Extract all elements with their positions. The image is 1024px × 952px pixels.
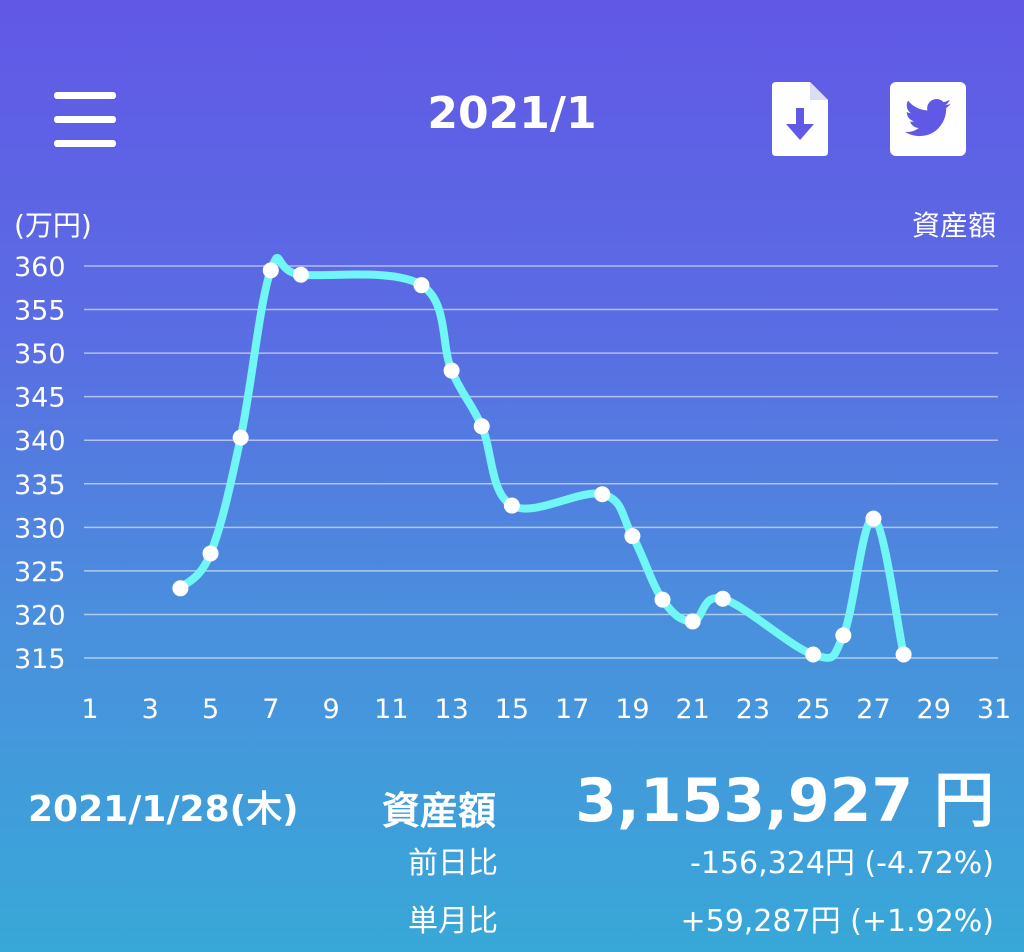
y-tick-label: 335: [14, 470, 66, 501]
y-tick-label: 325: [14, 557, 66, 588]
data-point[interactable]: [443, 362, 460, 379]
twitter-bird-icon: [905, 99, 951, 137]
x-tick-label: 5: [202, 694, 219, 720]
x-tick-label: 21: [675, 694, 709, 720]
data-point[interactable]: [684, 613, 701, 630]
data-point[interactable]: [202, 545, 219, 562]
data-point[interactable]: [865, 510, 882, 527]
y-tick-label: 330: [14, 513, 66, 544]
twitter-share-button[interactable]: [890, 82, 966, 156]
y-tick-label: 315: [14, 644, 66, 675]
data-point[interactable]: [473, 418, 490, 435]
x-tick-label: 15: [495, 694, 529, 720]
data-point[interactable]: [714, 590, 731, 607]
metric-label: 資産額: [382, 789, 497, 833]
data-point[interactable]: [292, 266, 309, 283]
summary-panel: 2021/1/28(木) 資産額 3,153,927 円 前日比 -156,32…: [0, 740, 1024, 952]
data-point[interactable]: [654, 591, 671, 608]
data-point[interactable]: [624, 528, 641, 545]
y-tick-label: 350: [14, 339, 66, 370]
x-tick-label: 1: [81, 694, 98, 720]
data-point[interactable]: [805, 646, 822, 663]
y-tick-label: 340: [14, 426, 66, 457]
day-change-label: 前日比: [408, 846, 498, 881]
x-tick-label: 17: [555, 694, 589, 720]
month-change-value: +59,287円 (+1.92%): [680, 904, 995, 939]
series-line: [176, 253, 908, 662]
x-tick-label: 7: [262, 694, 279, 720]
page-title: 2021/1: [427, 88, 597, 139]
x-tick-label: 31: [977, 694, 1011, 720]
data-point[interactable]: [503, 497, 520, 514]
data-point[interactable]: [835, 627, 852, 644]
x-tick-label: 29: [917, 694, 951, 720]
y-tick-label: 320: [14, 600, 66, 631]
x-tick-label: 19: [615, 694, 649, 720]
day-change-value: -156,324円 (-4.72%): [690, 846, 994, 881]
data-point[interactable]: [172, 580, 189, 597]
x-tick-label: 25: [796, 694, 830, 720]
hamburger-menu-icon[interactable]: [54, 92, 116, 148]
y-tick-label: 360: [14, 252, 66, 283]
y-tick-label: 355: [14, 296, 66, 327]
data-point[interactable]: [895, 646, 912, 663]
data-point[interactable]: [413, 277, 430, 294]
month-change-label: 単月比: [408, 904, 498, 939]
x-tick-label: 9: [322, 694, 339, 720]
series-label: 資産額: [911, 209, 996, 242]
x-tick-label: 3: [142, 694, 159, 720]
header: 2021/1: [0, 0, 1024, 200]
data-point[interactable]: [262, 262, 279, 279]
data-point[interactable]: [594, 486, 611, 503]
y-tick-label: 345: [14, 383, 66, 414]
x-tick-label: 11: [374, 694, 408, 720]
y-axis-unit: (万円): [14, 209, 92, 242]
file-download-icon[interactable]: [772, 82, 828, 156]
x-tick-label: 13: [434, 694, 468, 720]
selected-date: 2021/1/28(木): [28, 789, 299, 830]
x-tick-label: 23: [736, 694, 770, 720]
total-amount: 3,153,927 円: [575, 766, 994, 836]
data-point[interactable]: [232, 429, 249, 446]
x-tick-label: 27: [856, 694, 890, 720]
